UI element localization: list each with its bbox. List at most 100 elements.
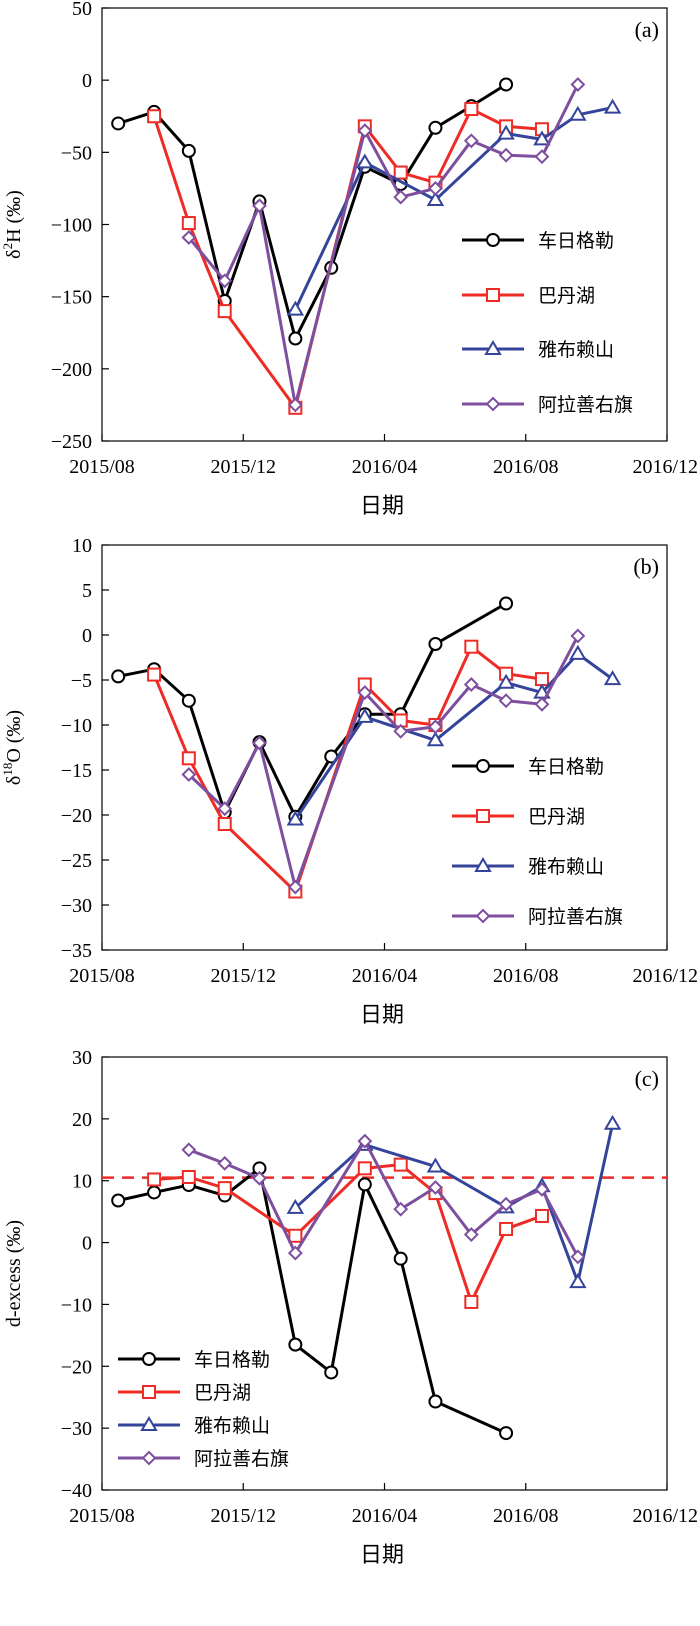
y-axis-label-superscript: 18 <box>0 763 15 776</box>
legend-label: 雅布赖山 <box>528 856 604 878</box>
data-point <box>217 1181 232 1196</box>
data-point <box>357 1161 372 1176</box>
x-tick-label: 2016/08 <box>493 456 559 478</box>
legend-label: 车日格勒 <box>528 756 604 778</box>
y-tick-label: 20 <box>72 1109 92 1131</box>
data-point <box>569 1273 587 1289</box>
legend-item: 阿拉善右旗 <box>118 1448 289 1470</box>
data-point <box>286 300 305 316</box>
data-point <box>181 143 196 158</box>
data-point <box>217 801 233 817</box>
data-point <box>570 77 586 92</box>
data-point <box>181 767 197 782</box>
data-point <box>534 672 549 687</box>
data-point <box>288 1337 303 1352</box>
y-tick-label: 0 <box>82 1233 92 1255</box>
data-point <box>428 120 443 135</box>
chart-panel-a: 50 0 −50 −100 −150 −200 −250 2015/08 2015/12 2016… <box>0 0 698 518</box>
legend-label: 巴丹湖 <box>194 1382 251 1404</box>
legend-item: 巴丹湖 <box>118 1382 251 1404</box>
data-point <box>147 667 162 682</box>
series-line <box>187 83 580 407</box>
series-circle <box>111 596 514 824</box>
legend-item: 雅布赖山 <box>452 856 604 878</box>
y-tick-label: −20 <box>61 805 92 827</box>
x-tick-label: 2016/04 <box>352 456 418 478</box>
legend-label: 车日格勒 <box>194 1349 270 1371</box>
data-point <box>393 189 409 205</box>
data-point <box>356 153 374 169</box>
data-point <box>603 670 622 686</box>
y-tick-label: −100 <box>51 215 92 237</box>
y-tick-label: −5 <box>71 670 92 692</box>
data-point <box>498 147 514 163</box>
legend-marker <box>476 809 490 823</box>
legend-label: 阿拉善右旗 <box>194 1448 289 1470</box>
legend-item: 阿拉善右旗 <box>462 394 633 416</box>
data-point <box>533 130 551 146</box>
series-triangle <box>286 1114 622 1289</box>
data-point <box>357 685 373 701</box>
y-tick-label: −30 <box>61 895 92 917</box>
data-point <box>111 1193 126 1208</box>
x-tick-label: 2015/08 <box>69 456 135 478</box>
data-point <box>181 693 196 708</box>
x-tick-label: 2016/12 <box>632 1505 698 1527</box>
data-point <box>570 628 586 644</box>
y-tick-label: 30 <box>72 1047 92 1069</box>
y-tick-label: 5 <box>82 580 92 602</box>
plot-frame <box>101 1056 668 1491</box>
x-tick-label: 2016/12 <box>632 965 698 987</box>
legend-marker <box>485 396 501 412</box>
y-tick-label: −25 <box>61 850 92 872</box>
panel-label: (c) <box>635 1066 659 1091</box>
data-point <box>393 1201 409 1217</box>
y-tick-label: −35 <box>61 940 92 962</box>
legend-label: 雅布赖山 <box>538 339 614 361</box>
y-tick-label: −10 <box>61 715 92 737</box>
legend-label: 雅布赖山 <box>194 1415 270 1437</box>
x-tick-label: 2016/04 <box>352 1505 418 1527</box>
x-tick-label: 2016/12 <box>632 456 698 478</box>
data-point <box>464 639 479 654</box>
data-point <box>286 1198 305 1214</box>
y-tick-label: −20 <box>61 1356 92 1378</box>
data-point <box>181 1142 197 1158</box>
data-point <box>217 273 233 289</box>
data-point <box>181 216 196 231</box>
legend-marker <box>142 1385 156 1399</box>
data-point <box>464 1294 479 1309</box>
legend-item: 雅布赖山 <box>462 339 614 361</box>
data-point <box>111 116 126 131</box>
data-point <box>147 1172 162 1187</box>
y-tick-label: −30 <box>61 1418 92 1440</box>
data-point <box>217 1155 233 1171</box>
data-point <box>287 397 303 413</box>
series-diamond <box>181 77 586 413</box>
legend-label: 阿拉善右旗 <box>538 394 633 416</box>
data-point <box>569 105 587 121</box>
y-axis-label: d-excess (‰) <box>3 1220 25 1327</box>
series-line <box>293 106 613 311</box>
series-triangle <box>286 98 622 316</box>
data-point <box>428 637 443 651</box>
legend-label: 巴丹湖 <box>538 285 595 307</box>
panel-label: (b) <box>633 554 659 579</box>
series-line <box>153 1163 543 1304</box>
x-axis-label: 日期 <box>360 1002 404 1027</box>
chart-panel-c: 30 20 10 0 −10 −20 −30 −40 2015/08 2015/12 2016/04… <box>3 1047 698 1567</box>
data-point <box>357 123 373 139</box>
data-point <box>324 1365 339 1380</box>
data-point <box>428 1180 443 1195</box>
y-axis-label: δ2H (‰) <box>0 190 25 259</box>
y-tick-label: −200 <box>51 359 92 381</box>
y-axis-label-symbol: δ <box>3 776 25 785</box>
series-line <box>188 1139 580 1258</box>
x-tick-label: 2016/08 <box>493 965 559 987</box>
y-tick-label: 0 <box>82 625 92 647</box>
y-tick-label: −15 <box>61 760 92 782</box>
x-tick-label: 2015/08 <box>69 1505 135 1527</box>
data-point <box>287 1245 303 1261</box>
data-point <box>534 149 550 165</box>
